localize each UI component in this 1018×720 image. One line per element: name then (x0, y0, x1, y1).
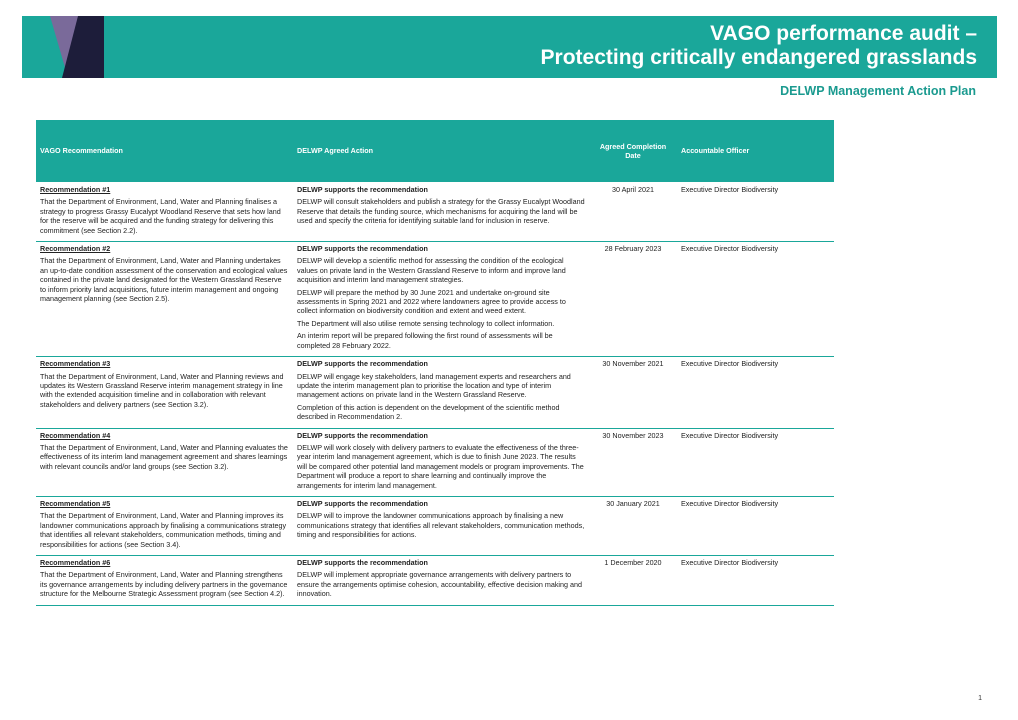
page-number: 1 (978, 695, 982, 702)
action-title: DELWP supports the recommendation (297, 498, 428, 508)
action-cell: DELWP supports the recommendation DELWP w… (293, 356, 589, 429)
table-row: Recommendation #3 That the Department of … (36, 356, 834, 429)
header-recommendation: VAGO Recommendation (36, 120, 293, 182)
table-row: Recommendation #5 That the Department of … (36, 496, 834, 557)
recommendation-cell: Recommendation #6 That the Department of … (36, 555, 293, 606)
table-row: Recommendation #6 That the Department of … (36, 555, 834, 606)
recommendation-text: That the Department of Environment, Land… (40, 570, 288, 599)
action-title: DELWP supports the recommendation (297, 359, 428, 369)
action-cell: DELWP supports the recommendation DELWP w… (293, 496, 589, 557)
action-paragraph: DELWP will develop a scientific method f… (297, 256, 566, 285)
completion-date: 28 February 2023 (589, 241, 677, 358)
action-paragraph: DELWP will implement appropriate governa… (297, 570, 583, 599)
action-cell: DELWP supports the recommendation DELWP w… (293, 428, 589, 497)
action-paragraph: Completion of this action is dependent o… (297, 402, 560, 422)
vago-logo (50, 16, 104, 78)
recommendation-title: Recommendation #5 (40, 498, 111, 508)
recommendation-text: That the Department of Environment, Land… (40, 256, 288, 304)
action-paragraph: DELWP will consult stakeholders and publ… (297, 197, 585, 226)
header-action: DELWP Agreed Action (293, 120, 589, 182)
completion-date: 30 January 2021 (589, 496, 677, 557)
action-cell: DELWP supports the recommendation DELWP w… (293, 555, 589, 606)
completion-date: 1 December 2020 (589, 555, 677, 606)
action-title: DELWP supports the recommendation (297, 558, 428, 567)
recommendation-text: That the Department of Environment, Land… (40, 511, 287, 549)
action-paragraph: DELWP will prepare the method by 30 June… (297, 287, 566, 316)
title-line-2: Protecting critically endangered grassla… (540, 46, 977, 69)
recommendation-text: That the Department of Environment, Land… (40, 371, 284, 409)
recommendation-cell: Recommendation #4 That the Department of … (36, 428, 293, 497)
title-line-1: VAGO performance audit – (710, 22, 977, 45)
action-cell: DELWP supports the recommendation DELWP w… (293, 182, 589, 243)
recommendation-title: Recommendation #3 (40, 359, 111, 369)
page-title: VAGO performance audit – Protecting crit… (541, 22, 977, 70)
action-cell: DELWP supports the recommendation DELWP w… (293, 241, 589, 358)
completion-date: 30 November 2023 (589, 428, 677, 497)
recommendation-cell: Recommendation #5 That the Department of … (36, 496, 293, 557)
recommendation-text: That the Department of Environment, Land… (40, 197, 281, 235)
action-paragraph: DELWP will to improve the landowner comm… (297, 511, 585, 540)
recommendation-text: That the Department of Environment, Land… (40, 442, 288, 471)
action-paragraph: DELWP will engage key stakeholders, land… (297, 371, 571, 400)
table-row: Recommendation #4 That the Department of … (36, 428, 834, 497)
completion-date: 30 April 2021 (589, 182, 677, 243)
header-officer: Accountable Officer (677, 120, 834, 182)
header-date: Agreed Completion Date (589, 120, 677, 182)
action-title: DELWP supports the recommendation (297, 430, 428, 440)
accountable-officer: Executive Director Biodiversity (677, 356, 834, 429)
recommendation-title: Recommendation #6 (40, 558, 111, 567)
recommendation-title: Recommendation #1 (40, 185, 111, 194)
table-header-row: VAGO Recommendation DELWP Agreed Action … (36, 120, 834, 182)
recommendation-cell: Recommendation #2 That the Department of … (36, 241, 293, 358)
recommendation-title: Recommendation #2 (40, 244, 111, 254)
accountable-officer: Executive Director Biodiversity (677, 555, 834, 606)
recommendation-cell: Recommendation #1 That the Department of … (36, 182, 293, 243)
recommendation-title: Recommendation #4 (40, 430, 111, 440)
action-plan-table: VAGO Recommendation DELWP Agreed Action … (36, 120, 834, 606)
completion-date: 30 November 2021 (589, 356, 677, 429)
action-title: DELWP supports the recommendation (297, 185, 428, 194)
table-row: Recommendation #1 That the Department of … (36, 182, 834, 243)
action-paragraph: The Department will also utilise remote … (297, 318, 555, 328)
accountable-officer: Executive Director Biodiversity (677, 496, 834, 557)
action-title: DELWP supports the recommendation (297, 244, 428, 254)
table-row: Recommendation #2 That the Department of … (36, 241, 834, 358)
recommendation-cell: Recommendation #3 That the Department of … (36, 356, 293, 429)
accountable-officer: Executive Director Biodiversity (677, 241, 834, 358)
action-paragraph: An interim report will be prepared follo… (297, 331, 553, 350)
accountable-officer: Executive Director Biodiversity (677, 182, 834, 243)
accountable-officer: Executive Director Biodiversity (677, 428, 834, 497)
action-paragraph: DELWP will work closely with delivery pa… (297, 442, 584, 490)
header-banner: VAGO performance audit – Protecting crit… (22, 16, 997, 78)
page-subtitle: DELWP Management Action Plan (780, 84, 976, 98)
